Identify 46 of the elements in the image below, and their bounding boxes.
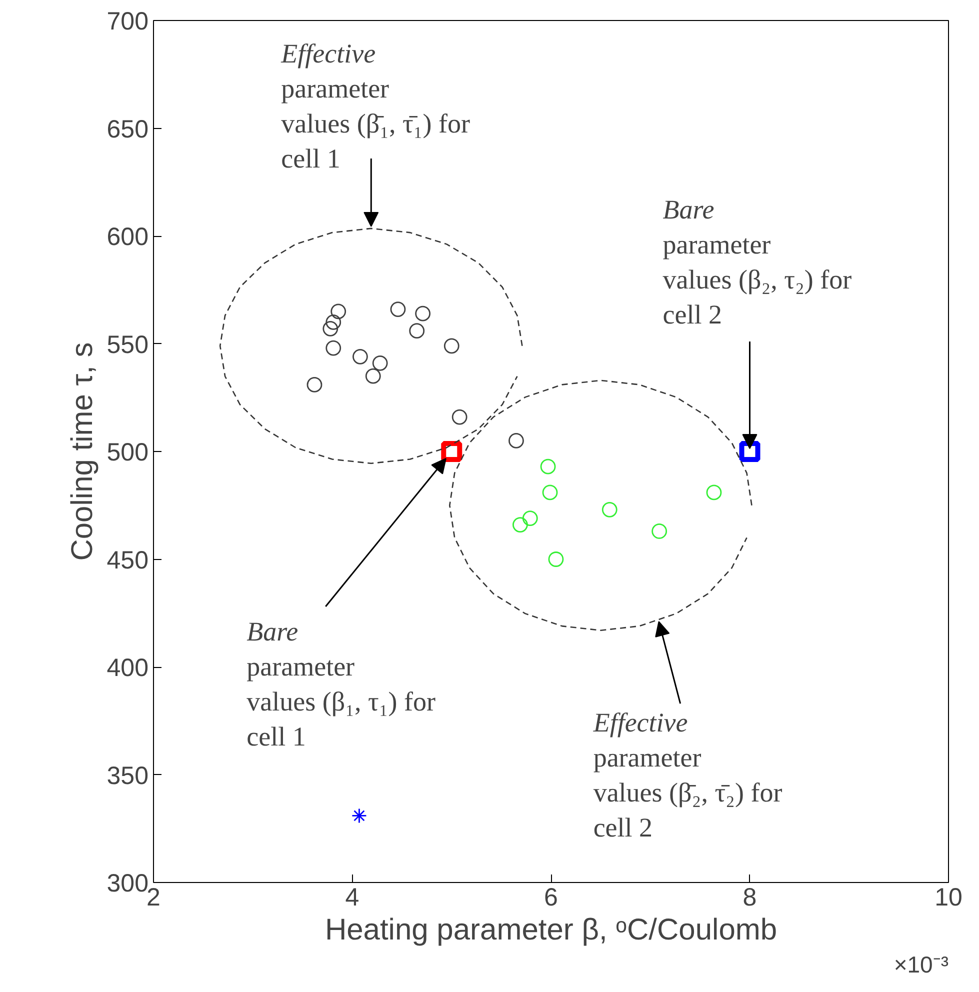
point xyxy=(706,484,722,500)
annotation: Bare parameter values (β₂, τ₂) for cell 2 xyxy=(662,194,852,330)
text: ×10⁻³ xyxy=(894,952,949,978)
annotation: Effective parameter values (β̄₂, τ̄₂) for cell 2 xyxy=(592,708,782,843)
point xyxy=(512,517,528,532)
point xyxy=(602,502,618,518)
x-axis-title: Heating parameter β, ᵒC/Coulomb xyxy=(324,914,778,946)
y-tick-label: 650 xyxy=(106,115,149,144)
y-tick-label: 700 xyxy=(106,8,149,36)
point xyxy=(330,304,346,320)
y-tick-label: 400 xyxy=(106,654,149,682)
point xyxy=(409,323,425,339)
point xyxy=(508,433,524,448)
x-tick-label: 6 xyxy=(544,884,558,912)
point xyxy=(444,338,460,354)
point xyxy=(365,368,381,384)
x-tick-label: 2 xyxy=(146,884,160,912)
point xyxy=(739,441,760,462)
point xyxy=(415,306,431,322)
y-axis-title: Cooling time τ, s xyxy=(66,342,99,561)
point xyxy=(441,441,462,462)
point xyxy=(540,458,556,474)
point xyxy=(352,808,367,824)
point xyxy=(452,409,468,425)
point xyxy=(652,524,668,539)
y-tick-label: 550 xyxy=(106,330,149,359)
y-tick-label: 500 xyxy=(106,438,149,466)
point xyxy=(322,320,338,336)
point xyxy=(372,355,388,371)
point xyxy=(326,314,342,330)
y-tick-label: 300 xyxy=(106,870,149,898)
x-tick-label: 10 xyxy=(934,884,962,912)
point xyxy=(326,340,342,356)
point xyxy=(390,302,406,317)
y-tick-label: 600 xyxy=(106,223,149,251)
annotation: Bare parameter values (β₁, τ₁) for cell 1 xyxy=(246,616,436,752)
y-tick-label: 450 xyxy=(106,546,149,574)
x-tick-label: 4 xyxy=(345,884,360,912)
point xyxy=(352,348,368,364)
point xyxy=(548,552,564,567)
x-tick-label: 8 xyxy=(742,884,757,912)
point xyxy=(542,484,558,500)
point xyxy=(306,377,322,392)
annotation: Effective parameter values (β̄₁, τ̄₁) for cell 1 xyxy=(280,38,470,174)
y-tick-label: 350 xyxy=(106,762,149,790)
point xyxy=(522,510,538,526)
